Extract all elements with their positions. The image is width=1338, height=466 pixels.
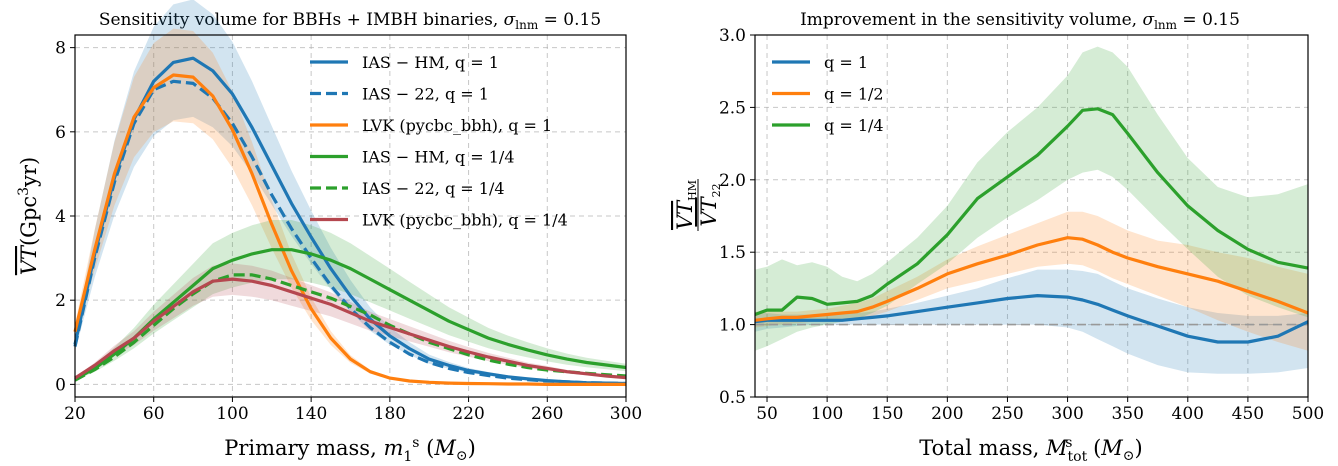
- y-tick-label: 2.0: [719, 171, 746, 191]
- y-tick-label: 8: [55, 39, 66, 59]
- legend-label: IAS − HM, q = 1/4: [362, 148, 515, 167]
- x-tick-label: 300: [1051, 404, 1083, 424]
- uncertainty-bands-right: [755, 46, 1308, 374]
- y-tick-label: 0.5: [719, 388, 746, 408]
- x-tick-label: 180: [374, 404, 406, 424]
- series-lines-left: [73, 56, 627, 386]
- series-line-2: [73, 73, 626, 386]
- x-axis-label-right: Total mass, Mtots (M⊙): [919, 435, 1142, 465]
- y-tick-labels-right: 0.5 1.0 1.5 2.0 2.5 3.0: [719, 26, 755, 408]
- series-line-0: [754, 294, 1309, 344]
- x-tick-label: 50: [756, 404, 778, 424]
- legend-label: IAS − 22, q = 1: [362, 85, 489, 104]
- x-tick-label: 500: [1292, 404, 1324, 424]
- y-axis-label-left: VT(Gpc3yr): [16, 157, 41, 275]
- x-tick-label: 250: [991, 404, 1023, 424]
- legend-right: q = 1 q = 1/2 q = 1/4: [772, 53, 884, 135]
- x-tick-labels-left: 20 60 100 140 180 220 260 300: [64, 397, 642, 424]
- x-tick-label: 150: [871, 404, 903, 424]
- series-line-1: [73, 79, 627, 386]
- series-lines-right: [754, 107, 1309, 344]
- series-line-4: [74, 273, 627, 382]
- x-tick-label: 200: [931, 404, 963, 424]
- legend-label: IAS − 22, q = 1/4: [362, 179, 505, 198]
- x-tick-label: 400: [1172, 404, 1204, 424]
- x-axis-label-left: Primary mass, m1s (M⊙): [224, 435, 476, 465]
- uncertainty-band-0: [755, 269, 1308, 374]
- x-tick-label: 140: [295, 404, 327, 424]
- chart-title-left: Sensitivity volume for BBHs + IMBH binar…: [99, 10, 601, 32]
- series-line-2: [754, 107, 1309, 317]
- x-tick-label: 350: [1111, 404, 1143, 424]
- uncertainty-band-5: [75, 263, 626, 379]
- series-line-1: [754, 236, 1309, 322]
- legend-label: LVK (pycbc_bbh), q = 1/4: [362, 211, 568, 230]
- x-tick-label: 300: [610, 404, 642, 424]
- y-tick-label: 4: [55, 207, 66, 227]
- legend-label: IAS − HM, q = 1: [362, 53, 499, 72]
- y-tick-label: 1.5: [719, 243, 746, 263]
- x-tick-labels-right: 50 100 150 200 250 300 350 400 450 500: [756, 397, 1324, 424]
- legend-label: q = 1/2: [824, 85, 884, 104]
- y-tick-label: 2.5: [719, 98, 746, 118]
- uncertainty-band-3: [75, 220, 626, 381]
- sensitivity-volume-chart: Sensitivity volume for BBHs + IMBH binar…: [16, 0, 642, 465]
- uncertainty-band-2: [755, 46, 1308, 351]
- legend-left: IAS − HM, q = 1 IAS − 22, q = 1 LVK (pycbc…: [310, 53, 568, 230]
- x-tick-label: 220: [452, 404, 484, 424]
- y-tick-label: 1.0: [719, 316, 746, 336]
- legend-label: q = 1: [824, 53, 868, 72]
- series-line-3: [74, 248, 627, 381]
- y-tick-labels-left: 0 2 4 6 8: [55, 39, 75, 395]
- improvement-chart: Improvement in the sensitivity volume, σ…: [673, 10, 1324, 465]
- uncertainty-band-2: [75, 28, 626, 385]
- y-tick-label: 6: [55, 123, 66, 143]
- chart-title-right: Improvement in the sensitivity volume, σ…: [800, 10, 1240, 32]
- y-axis-label-right: VTHM VT22: [673, 179, 723, 231]
- svg-text:VTHM: VTHM: [673, 180, 699, 230]
- x-tick-label: 20: [64, 404, 86, 424]
- series-line-5: [74, 277, 627, 380]
- svg-text:VT22: VT22: [697, 183, 723, 226]
- x-tick-label: 450: [1232, 404, 1264, 424]
- x-tick-label: 100: [216, 404, 248, 424]
- y-tick-label: 2: [55, 291, 66, 311]
- svg-text:VT(Gpc3yr): VT(Gpc3yr): [16, 157, 41, 275]
- y-tick-label: 3.0: [719, 26, 746, 46]
- uncertainty-band-1: [755, 211, 1308, 351]
- x-tick-label: 60: [143, 404, 165, 424]
- uncertainty-bands-left: [75, 0, 626, 385]
- x-tick-label: 260: [531, 404, 563, 424]
- x-tick-label: 100: [811, 404, 843, 424]
- legend-label: LVK (pycbc_bbh), q = 1: [362, 116, 552, 135]
- legend-label: q = 1/4: [824, 116, 884, 135]
- plot-frame-right: [754, 34, 1309, 398]
- y-tick-label: 0: [55, 375, 66, 395]
